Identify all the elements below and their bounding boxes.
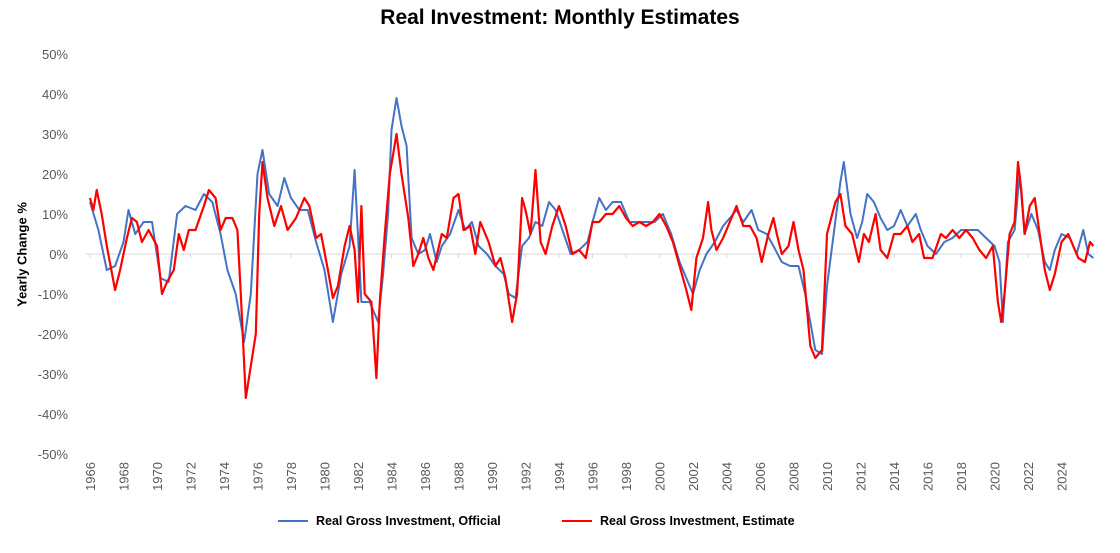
legend-swatch-estimate [562,520,592,522]
x-tick-label: 1970 [150,462,165,491]
x-tick-label: 2024 [1055,462,1070,491]
x-tick-label: 2012 [854,462,869,491]
x-tick-label: 1992 [519,462,534,491]
x-tick-label: 2000 [653,462,668,491]
x-tick-label: 1996 [586,462,601,491]
x-tick-label: 1986 [418,462,433,491]
series-line-official [89,97,1094,355]
x-tick-label: 1990 [485,462,500,491]
x-tick-label: 1976 [251,462,266,491]
x-tick-label: 2002 [686,462,701,491]
x-tick-label: 2018 [954,462,969,491]
series-line-estimate [88,132,1095,400]
x-tick-label: 1984 [385,462,400,491]
x-tick-label: 2008 [787,462,802,491]
x-tick-label: 2014 [887,462,902,491]
y-tick-label: -50% [38,447,69,462]
x-tick-label: 1978 [284,462,299,491]
x-tick-label: 2004 [720,462,735,491]
x-tick-label: 1988 [452,462,467,491]
x-tick-label: 1980 [318,462,333,491]
legend-label-official: Real Gross Investment, Official [316,514,501,528]
x-tick-label: 1968 [117,462,132,491]
y-tick-label: 30% [42,127,68,142]
y-tick-label: -10% [38,287,69,302]
x-tick-label: 1974 [217,462,232,491]
x-tick-label: 2010 [820,462,835,491]
y-tick-label: 50% [42,47,68,62]
x-tick-label: 1998 [619,462,634,491]
y-tick-label: -40% [38,407,69,422]
x-tick-label: 2016 [921,462,936,491]
x-tick-label: 2006 [753,462,768,491]
y-tick-label: -30% [38,367,69,382]
legend-item-official: Real Gross Investment, Official [278,514,501,528]
x-tick-label: 1966 [83,462,98,491]
x-tick-label: 2020 [988,462,1003,491]
legend-item-estimate: Real Gross Investment, Estimate [562,514,795,528]
x-tick-label: 2022 [1021,462,1036,491]
y-tick-label: 20% [42,167,68,182]
x-tick-label: 1972 [184,462,199,491]
x-tick-label: 1994 [552,462,567,491]
legend-label-estimate: Real Gross Investment, Estimate [600,514,795,528]
y-tick-label: -20% [38,327,69,342]
chart-title: Real Investment: Monthly Estimates [380,6,740,29]
legend-swatch-official [278,520,308,522]
y-tick-label: 40% [42,87,68,102]
y-tick-label: 0% [49,247,68,262]
x-tick-label: 1982 [351,462,366,491]
y-tick-label: 10% [42,207,68,222]
